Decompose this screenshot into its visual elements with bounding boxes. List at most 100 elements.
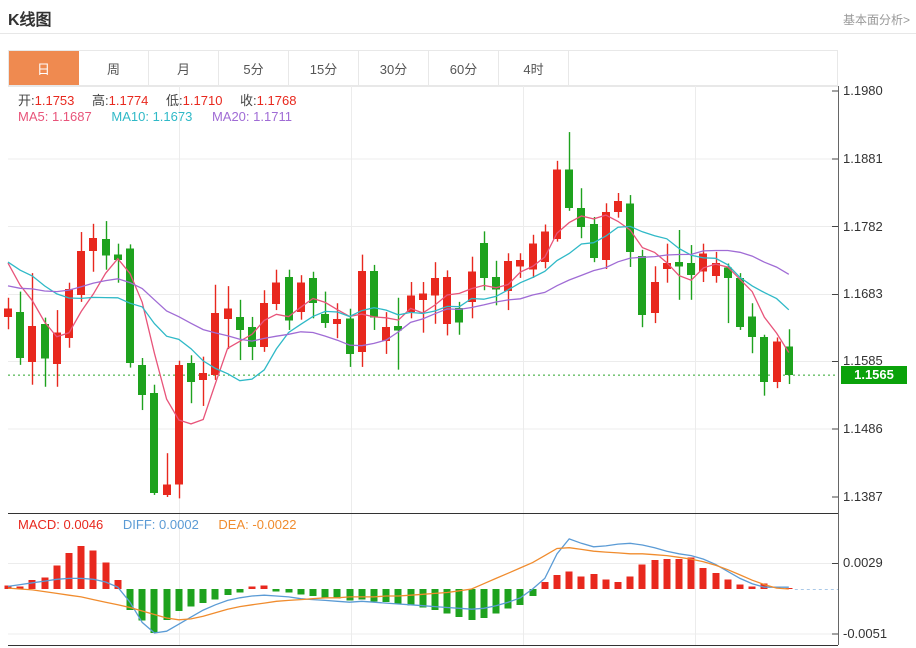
tab-周[interactable]: 周: [79, 51, 149, 85]
macd-bar: [28, 580, 36, 589]
macd-bar: [126, 589, 134, 611]
macd-value-legend: MACD: 0.0046: [18, 517, 104, 532]
candle-up: [516, 260, 524, 267]
macd-bar: [712, 573, 720, 589]
macd-bar: [724, 579, 732, 589]
diff-line: [7, 538, 789, 634]
macd-bar: [65, 552, 73, 589]
macd-bar: [785, 588, 793, 589]
macd-legend: MACD: 0.0046 DIFF: 0.0002 DEA: -0.0022: [18, 517, 296, 532]
macd-bar: [187, 589, 195, 607]
tab-日[interactable]: 日: [9, 51, 79, 85]
macd-bar: [687, 557, 695, 589]
tab-5分[interactable]: 5分: [219, 51, 289, 85]
page-title: K线图: [8, 12, 52, 29]
high-label: 高:: [92, 93, 109, 108]
macd-bar: [89, 550, 97, 589]
candle-down: [724, 267, 732, 278]
macd-bar: [626, 576, 634, 589]
macd-bar: [529, 589, 537, 597]
macd-bar: [651, 559, 659, 589]
candle-down: [321, 314, 329, 324]
price-tick-label: 1.1980: [843, 83, 883, 98]
macd-bar: [4, 585, 12, 589]
price-tick-label: 1.1683: [843, 286, 883, 302]
candle-up: [699, 253, 707, 272]
low-label: 低:: [166, 93, 183, 108]
candle-down: [687, 262, 695, 276]
ma5-legend: MA5: 1.1687: [18, 109, 92, 124]
candle-up: [28, 325, 36, 363]
macd-bar: [590, 574, 598, 589]
candle-up: [663, 262, 671, 270]
candle-up: [224, 308, 232, 319]
fundamental-analysis-link[interactable]: 基本面分析>: [842, 13, 910, 27]
macd-bar: [114, 580, 122, 589]
ma-legend: MA5: 1.1687 MA10: 1.1673 MA20: 1.1711: [18, 109, 292, 124]
macd-bar: [358, 589, 366, 600]
title-divider: [0, 33, 916, 34]
candle-up: [431, 277, 439, 296]
macd-bar: [309, 589, 317, 597]
tab-月[interactable]: 月: [149, 51, 219, 85]
macd-bar: [224, 589, 232, 596]
macd-bar: [272, 589, 280, 592]
candle-up: [773, 341, 781, 382]
macd-bar: [675, 559, 683, 589]
ma20-legend: MA20: 1.1711: [211, 109, 292, 124]
candle-up: [529, 243, 537, 270]
candle-down: [346, 318, 354, 354]
tab-4时[interactable]: 4时: [499, 51, 569, 85]
candle-down: [748, 316, 756, 337]
macd-bar: [285, 589, 293, 593]
close-label: 收:: [240, 93, 257, 108]
macd-bar: [468, 589, 476, 620]
candle-down: [455, 308, 463, 323]
macd-bar: [175, 589, 183, 611]
macd-bar: [16, 586, 24, 589]
macd-bar: [297, 589, 305, 595]
candle-down: [736, 277, 744, 328]
candle-up: [407, 295, 415, 313]
candle-up: [211, 312, 219, 376]
candle-down: [236, 316, 244, 330]
ma10-line: [7, 225, 790, 382]
diff-value-legend: DIFF: 0.0002: [122, 517, 199, 532]
candle-up: [443, 277, 451, 324]
candle-up: [77, 251, 85, 296]
tab-15分[interactable]: 15分: [289, 51, 359, 85]
macd-bar: [699, 567, 707, 589]
candle-down: [626, 203, 634, 252]
period-tab-bar: 日周月 5分 15分 30分 60分 4时: [8, 50, 838, 86]
candle-down: [480, 242, 488, 278]
candle-down: [785, 346, 793, 376]
macd-bar: [41, 577, 49, 589]
price-tick-label: 1.1782: [843, 218, 883, 234]
candle-down: [577, 208, 585, 228]
macd-bar: [602, 579, 610, 589]
dea-value-legend: DEA: -0.0022: [218, 517, 297, 532]
candle-up: [175, 364, 183, 485]
macd-bar: [431, 589, 439, 611]
candle-up: [382, 327, 390, 341]
candle-down: [102, 238, 110, 256]
ma5-line: [7, 214, 790, 425]
tab-60分[interactable]: 60分: [429, 51, 499, 85]
macd-bar: [163, 589, 171, 620]
candle-down: [16, 312, 24, 359]
candle-down: [492, 277, 500, 290]
candle-down: [675, 262, 683, 267]
macd-bar: [565, 571, 573, 589]
macd-bar: [199, 589, 207, 604]
price-tick-label: 1.1881: [843, 150, 883, 166]
ma20-line: [7, 249, 790, 347]
macd-bar: [736, 584, 744, 589]
candle-down: [41, 323, 49, 359]
candle-down: [126, 248, 134, 363]
candle-down: [248, 327, 256, 348]
candle-down: [590, 223, 598, 259]
candle-down: [187, 362, 195, 382]
tab-30分[interactable]: 30分: [359, 51, 429, 85]
